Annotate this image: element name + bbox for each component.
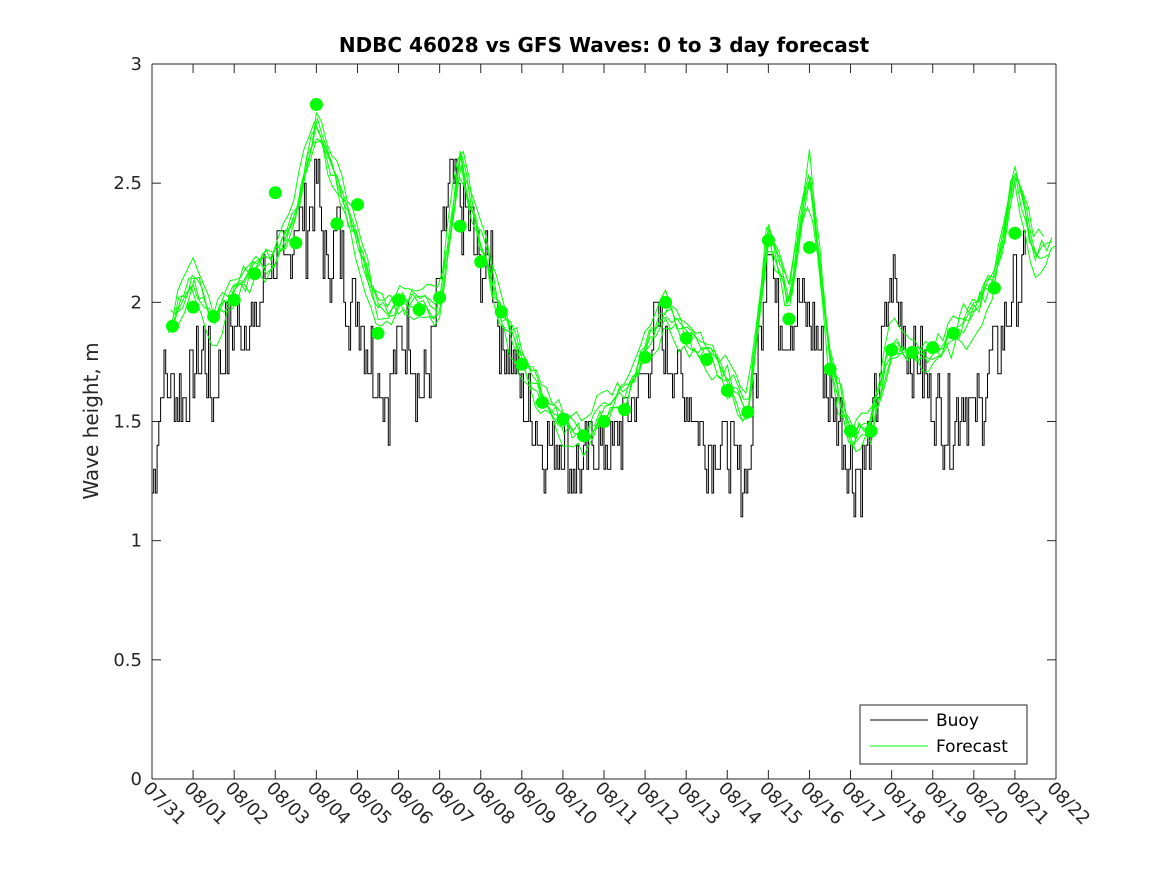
forecast-point	[638, 350, 652, 364]
forecast-point	[268, 186, 282, 200]
forecast-point	[844, 424, 857, 438]
legend: Buoy Forecast	[859, 704, 1028, 765]
y-tick-label: 2	[131, 292, 142, 313]
forecast-point	[392, 293, 405, 307]
forecast-point	[433, 291, 447, 305]
forecast-point	[679, 331, 693, 345]
forecast-point	[741, 405, 755, 419]
forecast-point	[412, 303, 426, 316]
forecast-point	[618, 403, 631, 417]
y-tick-label: 2.5	[113, 173, 142, 194]
forecast-point	[515, 357, 529, 371]
forecast-point	[248, 267, 262, 281]
forecast-series-line	[170, 120, 1045, 449]
forecast-series-line	[176, 139, 1051, 443]
y-tick-label: 3	[131, 54, 142, 75]
legend-label-forecast: Forecast	[936, 737, 1008, 757]
forecast-point	[494, 305, 508, 319]
forecast-point	[926, 341, 940, 355]
forecast-point	[720, 384, 734, 397]
forecast-point	[227, 293, 241, 307]
forecast-point	[535, 395, 549, 409]
forecast-point	[905, 345, 919, 359]
forecast-point	[885, 343, 899, 357]
forecast-point	[782, 312, 796, 326]
forecast-point	[577, 429, 590, 443]
forecast-point	[166, 319, 179, 333]
forecast-point	[803, 241, 816, 254]
forecast-point	[987, 281, 1001, 295]
forecast-point	[207, 310, 221, 324]
forecast-point	[186, 300, 200, 314]
forecast-point	[453, 219, 467, 233]
y-tick-label: 0	[131, 769, 142, 790]
forecast-point	[1008, 226, 1022, 240]
forecast-point	[864, 424, 878, 438]
forecast-point	[761, 233, 775, 247]
forecast-point	[289, 236, 303, 250]
y-tick-label: 0.5	[113, 650, 142, 671]
forecast-point	[597, 415, 611, 428]
legend-box	[859, 704, 1028, 765]
forecast-point	[823, 362, 837, 376]
forecast-point	[659, 295, 673, 309]
forecast-point	[556, 412, 570, 426]
legend-label-buoy: Buoy	[936, 711, 979, 731]
forecast-point	[474, 255, 488, 269]
forecast-point	[330, 217, 344, 231]
forecast-point	[700, 353, 714, 366]
forecast-point	[351, 198, 364, 212]
y-tick-label: 1.5	[113, 412, 142, 433]
chart-title: NDBC 46028 vs GFS Waves: 0 to 3 day fore…	[339, 33, 870, 57]
forecast-point	[371, 326, 385, 340]
y-tick-label: 1	[131, 531, 142, 552]
forecast-point	[946, 326, 960, 340]
forecast-point	[309, 98, 323, 111]
y-axis-label: Wave height, m	[79, 342, 103, 499]
